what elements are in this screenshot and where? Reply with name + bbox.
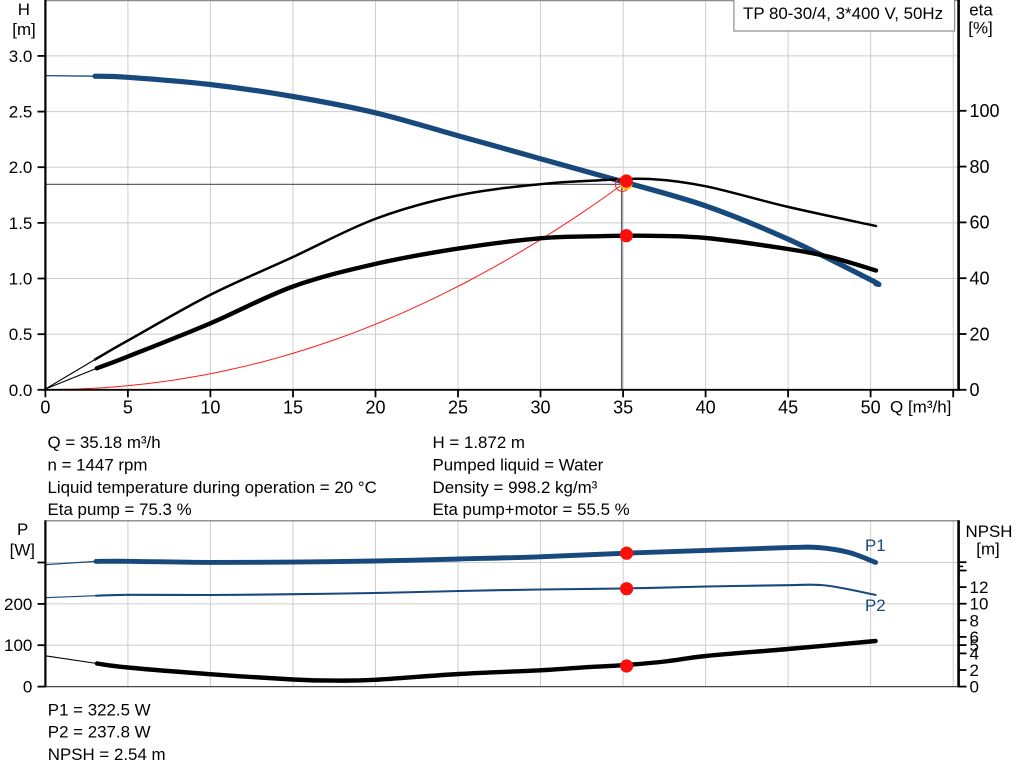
svg-text:Liquid temperature during oper: Liquid temperature during operation = 20… — [48, 478, 377, 497]
svg-text:80: 80 — [970, 157, 990, 177]
svg-text:10: 10 — [200, 397, 220, 417]
svg-text:100: 100 — [970, 101, 1000, 121]
svg-text:eta: eta — [969, 1, 993, 20]
svg-text:[W]: [W] — [10, 540, 35, 559]
svg-text:P1: P1 — [865, 536, 886, 555]
svg-text:50: 50 — [861, 397, 881, 417]
svg-text:Density = 998.2 kg/m³: Density = 998.2 kg/m³ — [433, 478, 598, 497]
svg-text:H: H — [18, 0, 30, 19]
svg-text:40: 40 — [970, 269, 990, 289]
svg-text:P1 = 322.5 W: P1 = 322.5 W — [48, 700, 151, 719]
svg-text:6: 6 — [970, 628, 979, 647]
svg-text:4: 4 — [970, 644, 979, 663]
svg-text:0.0: 0.0 — [9, 381, 33, 400]
svg-text:[m]: [m] — [976, 539, 999, 558]
svg-text:15: 15 — [283, 397, 303, 417]
svg-text:Pumped liquid = Water: Pumped liquid = Water — [433, 456, 604, 475]
svg-text:60: 60 — [970, 213, 990, 233]
svg-text:NPSH = 2.54 m: NPSH = 2.54 m — [48, 745, 166, 764]
svg-text:[%]: [%] — [968, 18, 992, 37]
svg-text:30: 30 — [530, 397, 550, 417]
svg-text:1.5: 1.5 — [9, 214, 33, 233]
svg-text:P2 = 237.8 W: P2 = 237.8 W — [48, 723, 151, 742]
svg-text:2.5: 2.5 — [9, 103, 33, 122]
svg-text:TP 80-30/4, 3*400 V, 50Hz: TP 80-30/4, 3*400 V, 50Hz — [743, 4, 943, 23]
svg-text:40: 40 — [696, 397, 716, 417]
svg-text:45: 45 — [778, 397, 798, 417]
svg-text:3.0: 3.0 — [9, 47, 33, 66]
svg-text:25: 25 — [448, 397, 468, 417]
svg-text:35: 35 — [613, 397, 633, 417]
svg-text:NPSH: NPSH — [966, 522, 1013, 541]
svg-text:1.0: 1.0 — [9, 270, 33, 289]
svg-text:0: 0 — [23, 678, 32, 697]
svg-text:0: 0 — [970, 380, 980, 400]
svg-text:200: 200 — [4, 595, 32, 614]
svg-text:2.0: 2.0 — [9, 158, 33, 177]
svg-text:100: 100 — [4, 636, 32, 655]
svg-text:0.5: 0.5 — [9, 325, 33, 344]
svg-text:n = 1447 rpm: n = 1447 rpm — [48, 456, 148, 475]
svg-text:[m]: [m] — [12, 20, 35, 39]
svg-text:20: 20 — [970, 324, 990, 344]
svg-text:Q [m³/h]: Q [m³/h] — [890, 398, 951, 417]
svg-text:P2: P2 — [865, 596, 886, 615]
svg-text:5: 5 — [123, 397, 133, 417]
svg-text:12: 12 — [970, 578, 989, 597]
svg-text:0: 0 — [40, 397, 50, 417]
svg-text:0: 0 — [970, 678, 979, 697]
svg-text:20: 20 — [365, 397, 385, 417]
svg-text:2: 2 — [970, 661, 979, 680]
svg-text:5: 5 — [970, 636, 979, 655]
svg-text:8: 8 — [970, 611, 979, 630]
svg-text:H = 1.872 m: H = 1.872 m — [433, 433, 525, 452]
svg-text:Eta pump = 75.3 %: Eta pump = 75.3 % — [48, 500, 192, 519]
svg-text:10: 10 — [970, 595, 989, 614]
svg-text:Eta pump+motor = 55.5 %: Eta pump+motor = 55.5 % — [433, 500, 630, 519]
svg-text:P: P — [17, 520, 28, 539]
svg-text:Q = 35.18 m³/h: Q = 35.18 m³/h — [48, 433, 161, 452]
